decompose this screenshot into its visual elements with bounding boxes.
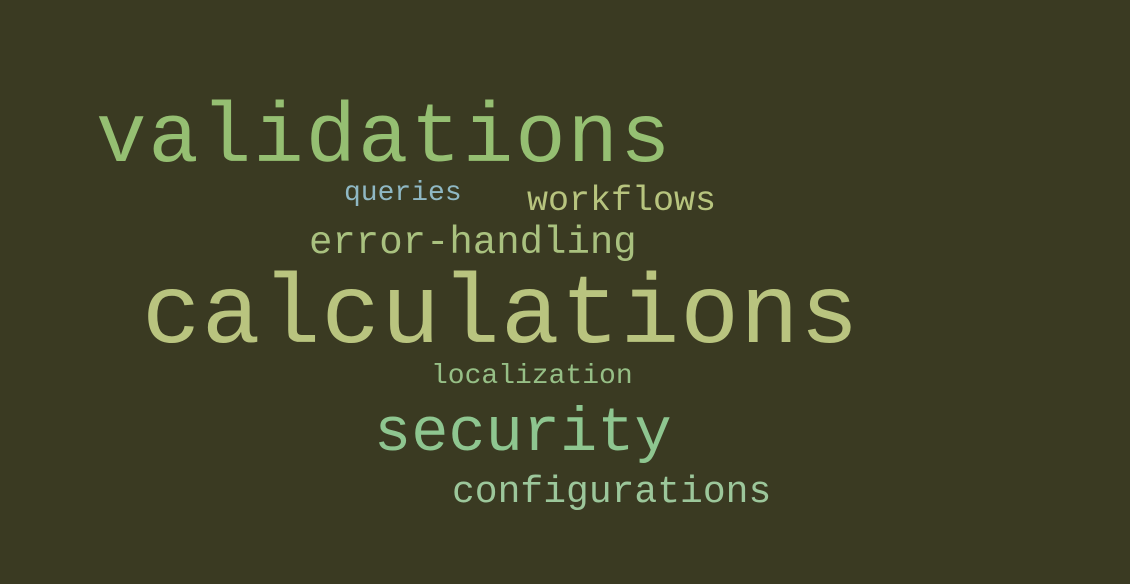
- word-security: security: [374, 398, 672, 469]
- word-validations: validations: [96, 92, 673, 187]
- word-configurations: configurations: [452, 471, 772, 514]
- word-calculations: calculations: [142, 261, 860, 372]
- word-error-handling: error-handling: [309, 221, 637, 265]
- word-workflows: workflows: [527, 181, 717, 221]
- word-localization: localization: [431, 361, 633, 392]
- word-queries: queries: [344, 178, 462, 209]
